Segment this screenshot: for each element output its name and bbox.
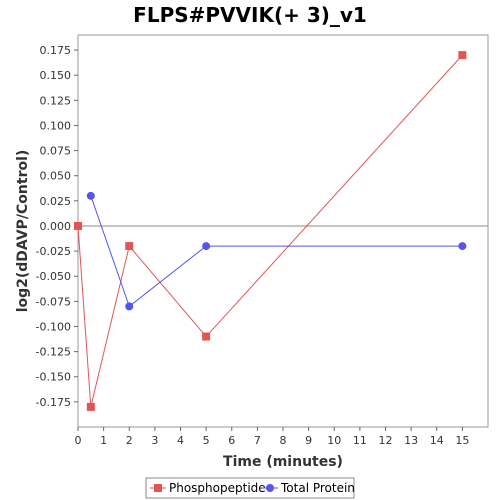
data-point-total-protein (202, 242, 211, 251)
x-tick-label: 11 (353, 434, 367, 447)
data-point-phosphopeptide (74, 221, 82, 230)
x-tick-label: 2 (126, 434, 133, 447)
legend-phosphopeptide-marker (154, 484, 162, 492)
data-point-total-protein (458, 242, 467, 251)
x-axis: 0 1 2 3 4 5 6 7 8 9 10 11 12 13 14 15 (75, 427, 469, 447)
x-tick-label: 9 (305, 434, 312, 447)
data-point-total-protein (86, 191, 95, 200)
x-tick-label: 6 (228, 434, 235, 447)
x-tick-label: 13 (404, 434, 418, 447)
y-tick-label: 0.100 (40, 119, 72, 132)
legend-total-protein-marker (266, 484, 274, 492)
legend-phosphopeptide-label: Phosphopeptide (169, 481, 266, 495)
series-layer (74, 51, 467, 411)
legend: Phosphopeptide Total Protein (145, 477, 355, 499)
y-tick-label: 0.150 (40, 69, 72, 82)
data-point-phosphopeptide (202, 332, 211, 341)
x-axis-title: Time (minutes) (223, 454, 343, 470)
y-tick-label: -0.150 (36, 371, 71, 384)
data-point-phosphopeptide (458, 51, 467, 60)
y-tick-label: -0.050 (36, 270, 71, 283)
x-tick-label: 15 (455, 434, 469, 447)
y-tick-label: -0.100 (36, 320, 71, 333)
y-tick-label: 0.050 (40, 170, 72, 183)
data-point-phosphopeptide (125, 242, 134, 251)
x-tick-label: 7 (254, 434, 261, 447)
y-axis: 0.175 0.150 0.125 0.100 0.075 0.050 0.025 0.000… (36, 44, 78, 409)
data-point-total-protein (125, 302, 134, 311)
y-axis-title: log2(dDAVP/Control) (15, 150, 31, 313)
legend-box (145, 477, 355, 499)
x-tick-label: 12 (379, 434, 393, 447)
x-tick-label: 10 (327, 434, 341, 447)
y-tick-label: -0.025 (36, 245, 71, 258)
x-tick-label: 1 (100, 434, 107, 447)
x-tick-label: 4 (177, 434, 184, 447)
y-tick-label: -0.075 (36, 295, 71, 308)
x-tick-label: 5 (203, 434, 210, 447)
x-tick-label: 14 (430, 434, 444, 447)
y-tick-label: 0.025 (40, 195, 72, 208)
y-tick-label: 0.175 (40, 44, 72, 57)
legend-total-protein-label: Total Protein (280, 481, 355, 495)
x-tick-label: 8 (280, 434, 287, 447)
data-point-phosphopeptide (86, 402, 95, 411)
x-tick-label: 3 (151, 434, 158, 447)
y-tick-label: -0.125 (36, 346, 71, 359)
series-line-total-protein (90, 195, 463, 308)
y-tick-label: -0.175 (36, 396, 71, 409)
y-tick-label: 0.125 (40, 94, 72, 107)
y-tick-label: 0.000 (40, 220, 72, 233)
plot-area (77, 34, 489, 428)
x-tick-label: 0 (75, 434, 82, 447)
chart-title: FLPS#PVVIK(+ 3)_v1 (133, 3, 367, 27)
y-tick-label: 0.075 (40, 145, 72, 158)
